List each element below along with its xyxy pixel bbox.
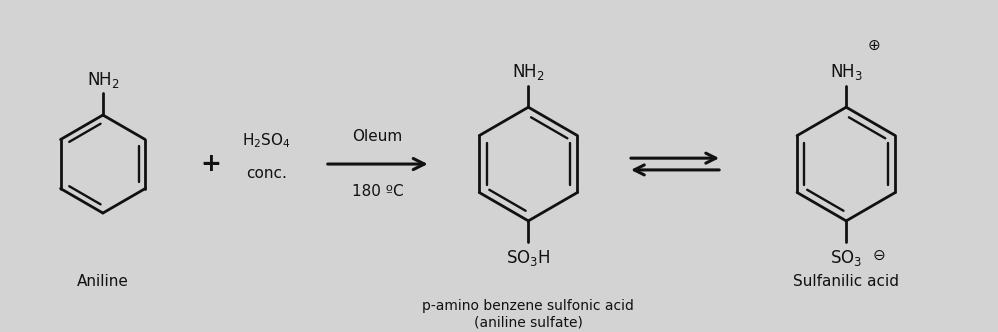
Text: NH$_2$: NH$_2$: [87, 70, 120, 90]
Text: 180 ºC: 180 ºC: [352, 184, 403, 199]
Text: p-amino benzene sulfonic acid
(aniline sulfate): p-amino benzene sulfonic acid (aniline s…: [422, 299, 635, 329]
Text: NH$_2$: NH$_2$: [512, 62, 545, 82]
Text: NH$_3$: NH$_3$: [829, 62, 862, 82]
Text: conc.: conc.: [246, 166, 286, 181]
Text: SO$_3$: SO$_3$: [830, 248, 862, 268]
Text: SO$_3$H: SO$_3$H: [506, 248, 551, 268]
Text: Sulfanilic acid: Sulfanilic acid: [793, 274, 899, 289]
Text: ⊕: ⊕: [867, 38, 880, 53]
Text: H$_2$SO$_4$: H$_2$SO$_4$: [242, 131, 290, 150]
Text: Oleum: Oleum: [352, 129, 403, 144]
Text: +: +: [200, 152, 221, 176]
Text: ⊖: ⊖: [873, 248, 886, 263]
Text: Aniline: Aniline: [77, 274, 129, 289]
